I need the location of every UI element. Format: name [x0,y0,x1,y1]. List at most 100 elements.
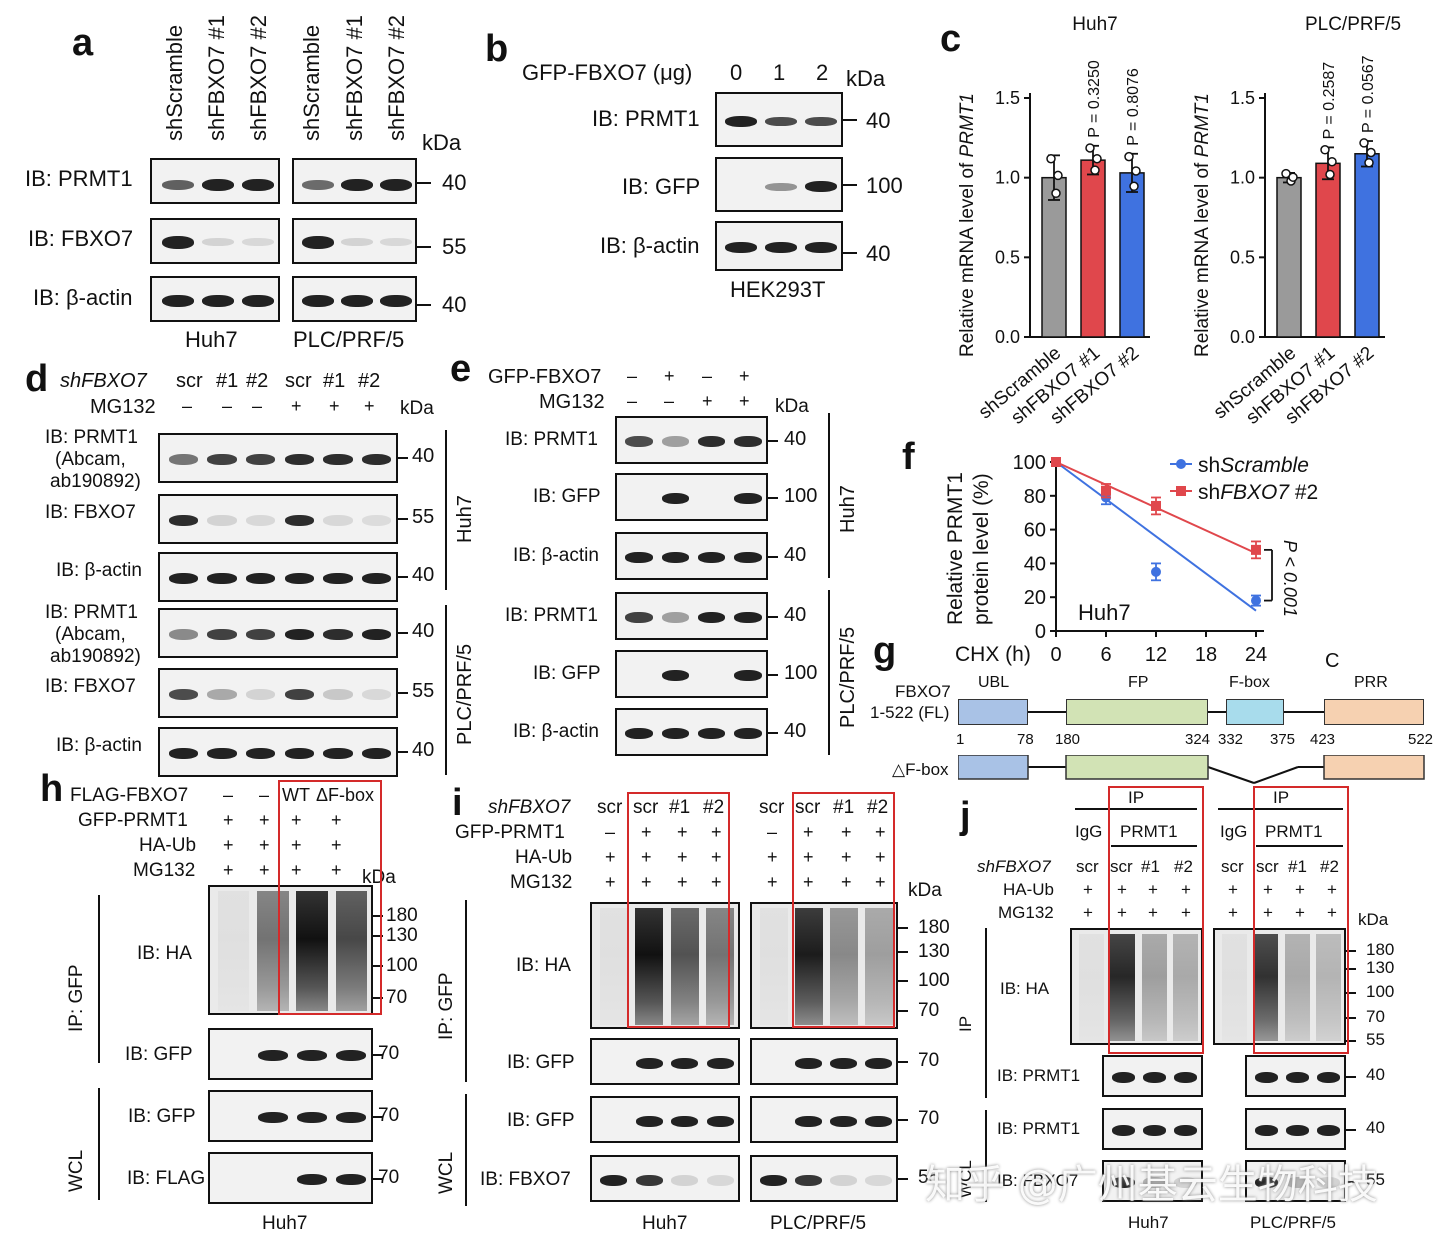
lane-label: scr [285,370,312,392]
band [661,670,690,681]
blot [1245,1055,1346,1097]
blot [1102,1160,1203,1202]
band [284,454,314,465]
bracket [985,1110,987,1202]
mw-tick [768,556,778,558]
band [297,1050,328,1061]
ha-blot [208,885,373,1015]
cell-line-label: PLC/PRF/5 [770,1213,867,1234]
fbox-domain [1226,699,1284,725]
band [361,689,392,700]
band [323,573,353,584]
band [207,629,237,640]
band [671,1174,699,1186]
mw-label: 40 [866,108,891,133]
mw-label: 70 [918,1108,940,1129]
treatment-sign: + [803,847,814,867]
kda-label: kDa [775,396,809,417]
prr-domain [1324,699,1424,725]
row-label: IB: β-actin [33,285,133,310]
bracket [828,590,830,755]
y-tick-label: 60 [1024,520,1046,542]
band [697,728,726,739]
row-label: IB: PRMT1 [997,1066,1081,1085]
p-value-label: P = 0.2587 [1321,62,1338,140]
band [168,573,198,584]
chart-title: Huh7 [1072,14,1117,35]
chart-title: PLC/PRF/5 [1305,14,1401,35]
treatment-sign: + [641,872,652,892]
mw-tick [1346,950,1356,952]
band [1142,1072,1167,1083]
band [1254,1177,1279,1188]
mw-tick [898,1061,908,1063]
treatment-sign: + [664,366,675,386]
row-label: IB: PRMT1 [997,1119,1081,1138]
row-label: IB: PRMT1 [505,429,598,450]
band [795,1115,822,1127]
lane-label: #2 [867,797,889,818]
deletion-construct [958,755,1425,784]
band [323,748,353,759]
mw-label: 55 [1366,1030,1385,1049]
sh-label: shFBXO7 [60,370,147,392]
ubiquitin-smear [1222,934,1248,1041]
blot [1102,1055,1203,1097]
position: 324 [1185,731,1211,748]
lane-label: #1 [1141,857,1160,876]
band [671,1115,699,1127]
x-axis-label: CHX (h) [955,643,1031,666]
band [1285,1125,1310,1136]
ip-label: IP: GFP [436,972,457,1040]
band [207,573,237,584]
mw-label: 40 [412,739,435,761]
treatment-sign: + [331,835,342,855]
band [1316,1125,1341,1136]
band [795,1174,822,1186]
band [1316,1072,1341,1083]
lane-label: shScramble [299,24,324,141]
mw-label: 100 [1366,982,1395,1001]
data-point [1359,138,1369,148]
lane-label: scr [795,797,821,818]
band [245,515,276,526]
treatment-sign: + [1181,880,1191,899]
legend-marker [1176,459,1186,469]
mw-tick [398,692,408,694]
blot [208,1090,373,1142]
treatment-sign: + [331,860,342,880]
legend-marker [1176,486,1186,496]
ubiquitin-smear [864,908,893,1025]
divider [1256,845,1343,847]
treatment-sign: + [1228,880,1238,899]
blot-gfp-hek [715,157,843,212]
band [865,1057,892,1069]
lane-label: #1 [1288,857,1307,876]
mw-tick [898,980,908,982]
blot [1245,1160,1346,1202]
band [706,1115,734,1127]
treatment-sign: + [1083,880,1093,899]
treatment-sign: – [664,391,675,411]
lane-label: #1 [669,797,691,818]
lane-label: scr [1110,857,1133,876]
ubiquitin-smear [829,908,858,1025]
ubiquitin-smear [759,908,788,1025]
treatment-sign: + [711,847,722,867]
band [1142,1177,1167,1188]
mw-tick [898,1178,908,1180]
band [635,1174,663,1186]
blot-fbxo7-huh7 [150,218,280,264]
y-tick-label: 0.0 [995,327,1020,347]
band [600,1174,628,1186]
bracket [445,430,447,590]
bar [1276,176,1302,338]
wcl-label: WCL [436,1151,457,1194]
band [734,493,762,504]
treatment-sign: + [291,810,302,830]
ubiquitin-smear [257,891,289,1011]
row-label: GFP-PRMT1 [78,810,188,831]
blot [750,1155,898,1202]
blot [750,1096,898,1143]
blot [158,552,398,602]
